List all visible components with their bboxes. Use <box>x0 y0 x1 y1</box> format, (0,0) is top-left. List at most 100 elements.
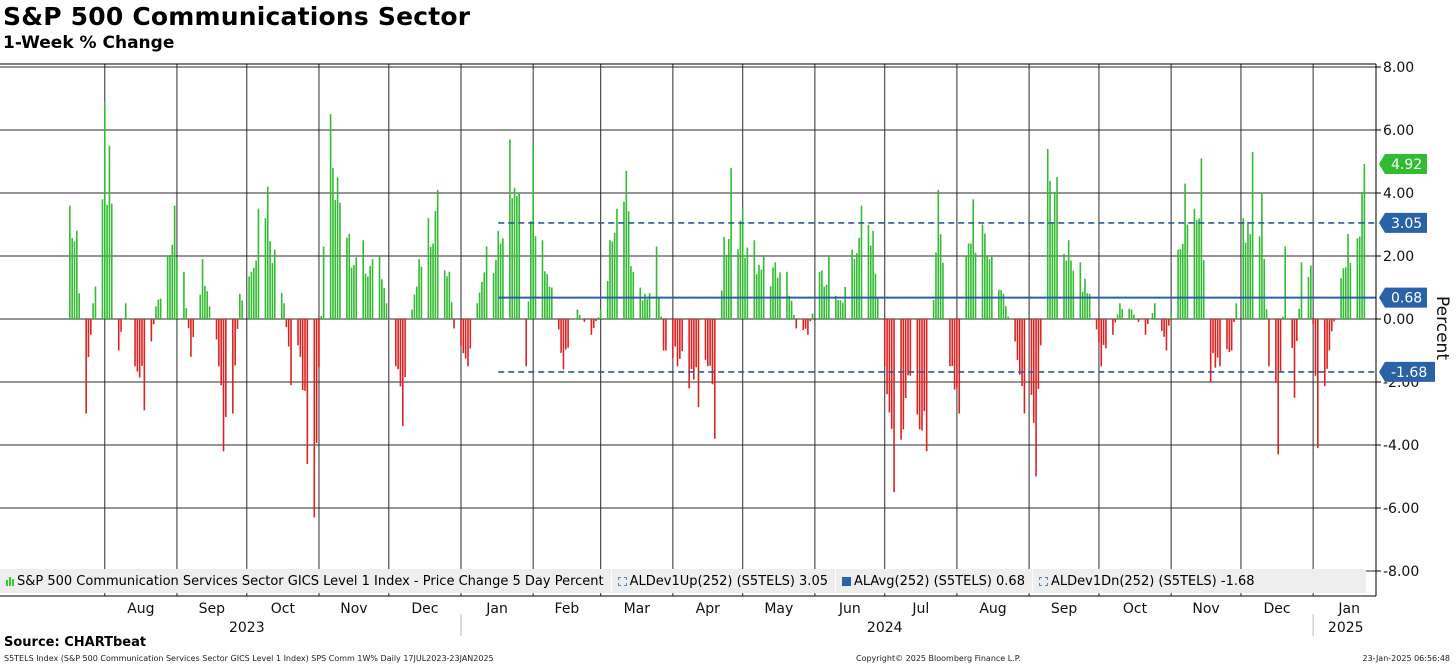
bar <box>399 319 402 387</box>
bar <box>185 308 188 319</box>
bar <box>1296 319 1298 341</box>
bar <box>141 319 143 366</box>
bar <box>187 319 190 329</box>
bar <box>469 319 472 349</box>
bar <box>1333 319 1335 322</box>
bar <box>388 319 390 320</box>
bar <box>143 319 146 411</box>
bar-series <box>69 101 1366 518</box>
bar <box>779 272 781 319</box>
bar <box>986 256 988 319</box>
bar <box>483 272 486 319</box>
bar <box>318 319 320 367</box>
bar <box>1298 308 1300 319</box>
bar <box>972 199 975 319</box>
bar <box>746 247 749 319</box>
bar <box>674 319 676 347</box>
bar <box>1358 236 1361 319</box>
bar <box>949 319 951 367</box>
bar <box>232 319 234 414</box>
bar <box>287 319 290 347</box>
bar <box>1323 319 1326 386</box>
bar <box>173 205 176 319</box>
bar <box>900 319 902 440</box>
bar <box>1200 158 1203 319</box>
bar <box>94 286 97 319</box>
legend-solid-icon <box>841 576 851 586</box>
bar <box>1326 319 1328 369</box>
bar <box>1244 242 1247 319</box>
bar <box>383 288 385 319</box>
bar <box>420 266 423 319</box>
x-tick-label: Oct <box>1123 601 1148 617</box>
y-tick-label: -8.00 <box>1383 564 1419 580</box>
bar <box>1114 319 1117 323</box>
bar <box>1195 219 1198 319</box>
legend-item-dev-up[interactable]: ALDev1Up(252) (S5TELS) 3.05 <box>612 569 836 593</box>
bar <box>346 237 348 319</box>
bar <box>215 319 218 340</box>
bar <box>1053 191 1056 319</box>
bar <box>646 299 649 319</box>
bar <box>856 253 858 319</box>
bar <box>513 187 516 319</box>
axes: 8.006.004.002.000.00-2.00-4.00-6.00-8.00… <box>0 60 1452 636</box>
bar <box>1137 319 1140 322</box>
y-tick-label: -6.00 <box>1383 501 1419 517</box>
bar <box>1258 236 1261 319</box>
bar <box>1000 289 1002 319</box>
value-tag <box>1379 361 1435 382</box>
bar <box>648 293 651 319</box>
bar <box>576 309 579 319</box>
bar <box>1293 319 1296 398</box>
value-tag-label: 3.05 <box>1391 216 1422 232</box>
timestamp: 23-Jan-2025 06:56:48 <box>1362 654 1450 663</box>
bar <box>557 319 560 330</box>
bar <box>1167 319 1170 326</box>
bar <box>348 233 351 319</box>
bar <box>695 319 697 368</box>
bar <box>1084 278 1086 319</box>
bar <box>1056 177 1058 319</box>
bar <box>869 245 872 319</box>
bar <box>71 238 73 319</box>
x-tick-label: Apr <box>696 601 720 617</box>
bar <box>241 300 243 319</box>
bar <box>991 256 993 319</box>
bar <box>793 314 795 319</box>
bar <box>152 319 155 325</box>
x-tick-label: Sep <box>1051 601 1078 617</box>
bar <box>432 243 434 319</box>
bar <box>157 299 160 319</box>
bar <box>509 139 511 319</box>
bar <box>485 246 488 319</box>
legend-label: ALDev1Dn(252) (S5TELS) -1.68 <box>1050 573 1255 589</box>
bar <box>790 300 793 319</box>
bar <box>1186 224 1189 319</box>
bar <box>737 249 739 319</box>
legend-item-dev-down[interactable]: ALDev1Dn(252) (S5TELS) -1.68 <box>1033 569 1262 593</box>
bar <box>867 224 870 319</box>
bar <box>739 220 742 319</box>
bar <box>497 230 500 319</box>
x-tick-label: Jan <box>1337 601 1360 617</box>
bar <box>462 319 465 354</box>
bar <box>378 256 381 319</box>
legend-item-avg[interactable]: ALAvg(252) (S5TELS) 0.68 <box>836 569 1033 593</box>
bar <box>921 319 923 431</box>
bar <box>788 295 791 319</box>
x-tick-label: Oct <box>271 601 296 617</box>
bar <box>562 319 565 370</box>
bar <box>353 265 355 319</box>
bar <box>1170 313 1172 319</box>
bar <box>69 205 71 319</box>
bar <box>502 238 504 319</box>
legend-item-price-change[interactable]: S&P 500 Communication Services Sector GI… <box>0 569 612 593</box>
x-tick-label: May <box>764 601 793 617</box>
bar <box>904 319 907 399</box>
bar <box>902 319 905 430</box>
bar <box>1312 319 1314 324</box>
bar <box>350 267 353 319</box>
bar <box>1184 183 1186 319</box>
bar <box>544 271 546 319</box>
